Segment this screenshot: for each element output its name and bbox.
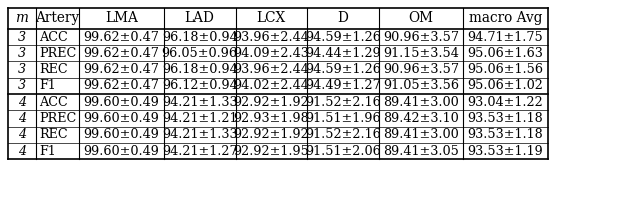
Text: ACC: ACC bbox=[39, 30, 68, 44]
Text: 91.51±2.06: 91.51±2.06 bbox=[305, 145, 381, 158]
Text: 4: 4 bbox=[18, 96, 26, 109]
Text: Artery: Artery bbox=[36, 11, 79, 25]
Text: 95.06±1.63: 95.06±1.63 bbox=[468, 47, 543, 60]
Text: 94.49±1.27: 94.49±1.27 bbox=[305, 79, 381, 93]
Text: 92.92±1.92: 92.92±1.92 bbox=[234, 128, 309, 141]
Text: 3: 3 bbox=[18, 47, 26, 60]
Text: 94.59±1.26: 94.59±1.26 bbox=[305, 30, 381, 44]
Text: LAD: LAD bbox=[185, 11, 214, 25]
Text: macro Avg: macro Avg bbox=[469, 11, 542, 25]
Text: 91.52±2.16: 91.52±2.16 bbox=[305, 96, 381, 109]
Text: 93.53±1.19: 93.53±1.19 bbox=[468, 145, 543, 158]
Text: 96.05±0.96: 96.05±0.96 bbox=[162, 47, 237, 60]
Text: LCX: LCX bbox=[257, 11, 286, 25]
Text: 95.06±1.56: 95.06±1.56 bbox=[468, 63, 543, 76]
Text: 94.02±2.44: 94.02±2.44 bbox=[234, 79, 309, 93]
Text: 96.18±0.94: 96.18±0.94 bbox=[162, 30, 237, 44]
Text: 3: 3 bbox=[18, 30, 26, 44]
Text: 90.96±3.57: 90.96±3.57 bbox=[383, 30, 459, 44]
Text: 99.62±0.47: 99.62±0.47 bbox=[84, 63, 159, 76]
Text: 93.96±2.44: 93.96±2.44 bbox=[234, 63, 309, 76]
Text: 89.41±3.05: 89.41±3.05 bbox=[383, 145, 459, 158]
Text: 99.62±0.47: 99.62±0.47 bbox=[84, 79, 159, 93]
Text: F1: F1 bbox=[39, 145, 56, 158]
Text: D: D bbox=[338, 11, 348, 25]
Text: PREC: PREC bbox=[39, 112, 76, 125]
Text: 99.62±0.47: 99.62±0.47 bbox=[84, 47, 159, 60]
Text: F1: F1 bbox=[39, 79, 56, 93]
Text: 89.41±3.00: 89.41±3.00 bbox=[383, 128, 459, 141]
Text: REC: REC bbox=[39, 128, 68, 141]
Text: 94.71±1.75: 94.71±1.75 bbox=[468, 30, 543, 44]
Text: 94.21±1.21: 94.21±1.21 bbox=[162, 112, 237, 125]
Text: 91.05±3.56: 91.05±3.56 bbox=[383, 79, 459, 93]
Text: 3: 3 bbox=[18, 63, 26, 76]
Text: 93.53±1.18: 93.53±1.18 bbox=[468, 112, 543, 125]
Text: 92.92±1.95: 92.92±1.95 bbox=[234, 145, 309, 158]
Text: 92.93±1.98: 92.93±1.98 bbox=[234, 112, 309, 125]
Text: 94.21±1.33: 94.21±1.33 bbox=[162, 96, 237, 109]
Text: PREC: PREC bbox=[39, 47, 76, 60]
Text: 94.09±2.43: 94.09±2.43 bbox=[234, 47, 309, 60]
Text: REC: REC bbox=[39, 63, 68, 76]
Text: OM: OM bbox=[408, 11, 434, 25]
Text: 99.62±0.47: 99.62±0.47 bbox=[84, 30, 159, 44]
Text: LMA: LMA bbox=[105, 11, 138, 25]
Text: 96.12±0.94: 96.12±0.94 bbox=[162, 79, 237, 93]
Text: 89.41±3.00: 89.41±3.00 bbox=[383, 96, 459, 109]
Text: m: m bbox=[15, 11, 28, 25]
Text: ACC: ACC bbox=[39, 96, 68, 109]
Text: 91.51±1.96: 91.51±1.96 bbox=[305, 112, 381, 125]
Text: 95.06±1.02: 95.06±1.02 bbox=[468, 79, 543, 93]
Text: 99.60±0.49: 99.60±0.49 bbox=[84, 128, 159, 141]
Text: 91.15±3.54: 91.15±3.54 bbox=[383, 47, 459, 60]
Text: 92.92±1.92: 92.92±1.92 bbox=[234, 96, 309, 109]
Text: 99.60±0.49: 99.60±0.49 bbox=[84, 112, 159, 125]
Text: 99.60±0.49: 99.60±0.49 bbox=[84, 145, 159, 158]
Text: 94.44±1.29: 94.44±1.29 bbox=[305, 47, 381, 60]
Text: 96.18±0.94: 96.18±0.94 bbox=[162, 63, 237, 76]
Text: 94.21±1.27: 94.21±1.27 bbox=[162, 145, 237, 158]
Text: 4: 4 bbox=[18, 145, 26, 158]
Text: 93.96±2.44: 93.96±2.44 bbox=[234, 30, 309, 44]
Text: 4: 4 bbox=[18, 128, 26, 141]
Text: 99.60±0.49: 99.60±0.49 bbox=[84, 96, 159, 109]
Text: 91.52±2.16: 91.52±2.16 bbox=[305, 128, 381, 141]
Text: 4: 4 bbox=[18, 112, 26, 125]
Text: 3: 3 bbox=[18, 79, 26, 93]
Text: 90.96±3.57: 90.96±3.57 bbox=[383, 63, 459, 76]
Text: 94.59±1.26: 94.59±1.26 bbox=[305, 63, 381, 76]
Text: 93.04±1.22: 93.04±1.22 bbox=[468, 96, 543, 109]
Text: 89.42±3.10: 89.42±3.10 bbox=[383, 112, 459, 125]
Text: 94.21±1.33: 94.21±1.33 bbox=[162, 128, 237, 141]
Text: 93.53±1.18: 93.53±1.18 bbox=[468, 128, 543, 141]
